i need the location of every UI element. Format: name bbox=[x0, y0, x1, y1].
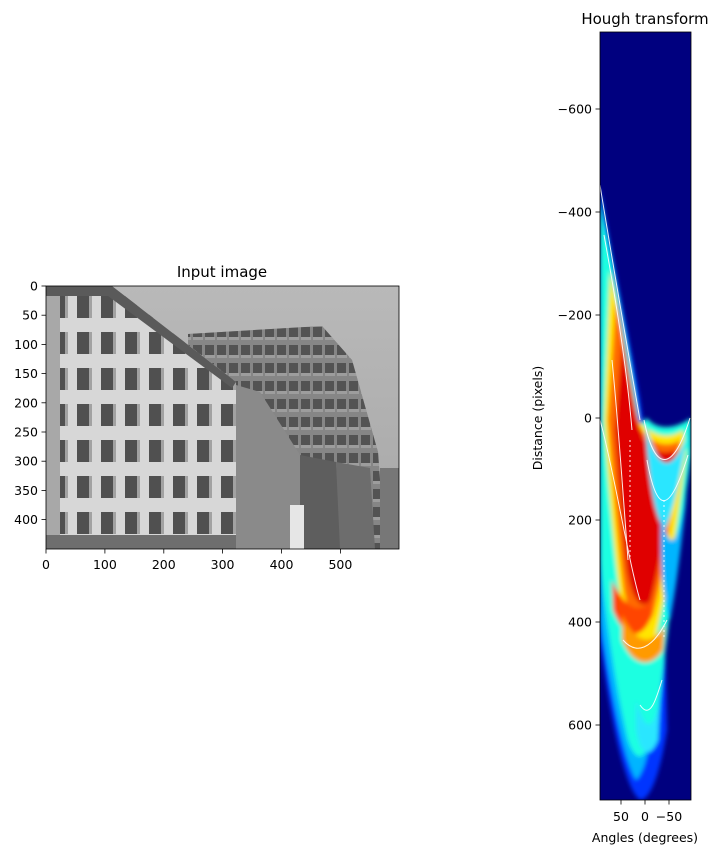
y-tick-label: 100 bbox=[14, 337, 38, 352]
x-tick-label: −50 bbox=[656, 809, 682, 824]
y-tick-label: 0 bbox=[584, 411, 592, 426]
hough-frame bbox=[599, 31, 692, 801]
y-tick-label: 250 bbox=[14, 425, 38, 440]
y-tick-label: 400 bbox=[568, 615, 592, 630]
y-tick-label: 300 bbox=[14, 454, 38, 469]
x-tick-label: 300 bbox=[211, 557, 235, 572]
input-image bbox=[46, 286, 399, 549]
x-tick-label: 500 bbox=[328, 557, 352, 572]
y-tick-label: 400 bbox=[14, 512, 38, 527]
y-tick-label: 600 bbox=[568, 718, 592, 733]
input-image-y-axis: 0 50 100 150 200 250 300 350 400 bbox=[14, 279, 46, 527]
y-tick-label: 150 bbox=[14, 366, 38, 381]
y-tick-label: 50 bbox=[22, 308, 38, 323]
y-tick-label: −200 bbox=[558, 308, 592, 323]
hough-panel: Hough transform bbox=[530, 10, 709, 845]
x-tick-label: 0 bbox=[641, 809, 649, 824]
input-image-x-axis: 0 100 200 300 400 500 bbox=[42, 549, 352, 572]
x-tick-label: 200 bbox=[152, 557, 176, 572]
hough-y-axis: −600 −400 −200 0 200 400 600 Distance (p… bbox=[530, 102, 600, 733]
y-axis-label: Distance (pixels) bbox=[530, 366, 545, 470]
y-tick-label: 200 bbox=[14, 395, 38, 410]
y-tick-label: 350 bbox=[14, 483, 38, 498]
x-axis-label: Angles (degrees) bbox=[592, 830, 698, 845]
y-tick-label: 0 bbox=[30, 279, 38, 294]
x-tick-label: 50 bbox=[613, 809, 629, 824]
y-tick-label: 200 bbox=[568, 513, 592, 528]
y-tick-label: −400 bbox=[558, 205, 592, 220]
x-tick-label: 0 bbox=[42, 557, 50, 572]
y-tick-label: −600 bbox=[558, 102, 592, 117]
x-tick-label: 100 bbox=[93, 557, 117, 572]
input-image-panel: Input image 0 bbox=[14, 263, 400, 572]
input-image-title: Input image bbox=[177, 263, 267, 281]
hough-heatmap bbox=[600, 32, 691, 800]
hough-x-axis: 50 0 −50 Angles (degrees) bbox=[592, 800, 698, 845]
hough-title: Hough transform bbox=[581, 10, 708, 28]
x-tick-label: 400 bbox=[270, 557, 294, 572]
